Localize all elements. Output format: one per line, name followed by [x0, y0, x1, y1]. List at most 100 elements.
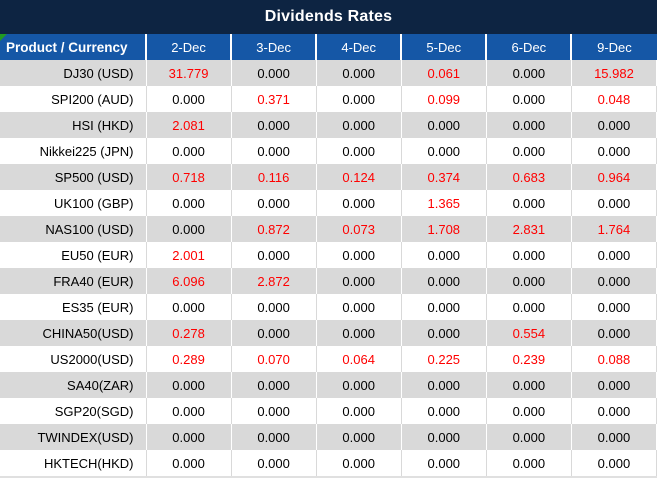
value-cell: 0.000 [401, 268, 487, 294]
value-cell: 0.000 [316, 112, 402, 138]
value-cell: 0.000 [316, 60, 402, 86]
page-title: Dividends Rates [0, 0, 657, 34]
value-cell: 0.000 [316, 372, 402, 398]
value-cell: 0.000 [146, 138, 232, 164]
date-column-header: 6-Dec [486, 34, 573, 60]
table-row: HSI (HKD) 2.081 0.000 0.000 0.000 0.000 0.000 [0, 112, 657, 138]
value-cell: 0.000 [316, 320, 402, 346]
product-cell: Nikkei225 (JPN) [0, 138, 147, 164]
value-cell: 0.000 [316, 294, 402, 320]
value-cell: 0.000 [231, 190, 317, 216]
product-currency-header: Product / Currency [0, 34, 147, 60]
bottom-strip [0, 476, 657, 478]
value-cell: 0.000 [316, 242, 402, 268]
product-cell: DJ30 (USD) [0, 60, 147, 86]
value-cell: 0.000 [571, 372, 657, 398]
table-row: SP500 (USD) 0.718 0.116 0.124 0.374 0.683 0.96… [0, 164, 657, 190]
product-cell: EU50 (EUR) [0, 242, 147, 268]
value-cell: 0.371 [231, 86, 317, 112]
product-cell: TWINDEX(USD) [0, 424, 147, 450]
value-cell: 2.872 [231, 268, 317, 294]
value-cell: 0.064 [316, 346, 402, 372]
value-cell: 0.000 [571, 138, 657, 164]
dividends-table: Product / Currency 2-Dec 3-Dec 4-Dec 5-Dec 6… [0, 34, 657, 476]
value-cell: 0.000 [571, 424, 657, 450]
product-cell: SGP20(SGD) [0, 398, 147, 424]
product-cell: FRA40 (EUR) [0, 268, 147, 294]
value-cell: 0.964 [571, 164, 657, 190]
value-cell: 0.000 [231, 112, 317, 138]
table-row: TWINDEX(USD) 0.000 0.000 0.000 0.000 0.000 0.0… [0, 424, 657, 450]
table-row: CHINA50(USD) 0.278 0.000 0.000 0.000 0.554 0.0… [0, 320, 657, 346]
table-body: DJ30 (USD) 31.779 0.000 0.000 0.061 0.000 15.9… [0, 60, 657, 476]
value-cell: 0.000 [231, 398, 317, 424]
value-cell: 0.000 [231, 242, 317, 268]
value-cell: 0.000 [231, 138, 317, 164]
value-cell: 0.000 [486, 424, 572, 450]
value-cell: 6.096 [146, 268, 232, 294]
value-cell: 0.000 [486, 398, 572, 424]
value-cell: 0.000 [401, 398, 487, 424]
value-cell: 0.073 [316, 216, 402, 242]
value-cell: 0.000 [486, 242, 572, 268]
product-cell: NAS100 (USD) [0, 216, 147, 242]
value-cell: 0.000 [486, 294, 572, 320]
value-cell: 0.000 [316, 190, 402, 216]
value-cell: 0.000 [316, 424, 402, 450]
table-header-row: Product / Currency 2-Dec 3-Dec 4-Dec 5-Dec 6… [0, 34, 657, 60]
value-cell: 0.000 [401, 112, 487, 138]
date-column-header: 2-Dec [146, 34, 233, 60]
value-cell: 31.779 [146, 60, 232, 86]
product-cell: SPI200 (AUD) [0, 86, 147, 112]
value-cell: 0.000 [571, 398, 657, 424]
table-row: NAS100 (USD) 0.000 0.872 0.073 1.708 2.831 1.7… [0, 216, 657, 242]
value-cell: 0.000 [316, 398, 402, 424]
table-row: SGP20(SGD) 0.000 0.000 0.000 0.000 0.000 0.000 [0, 398, 657, 424]
value-cell: 0.000 [401, 242, 487, 268]
value-cell: 0.000 [486, 112, 572, 138]
date-column-header: 3-Dec [231, 34, 318, 60]
value-cell: 0.000 [571, 320, 657, 346]
value-cell: 0.000 [231, 294, 317, 320]
value-cell: 0.048 [571, 86, 657, 112]
value-cell: 0.239 [486, 346, 572, 372]
product-currency-header-label: Product / Currency [6, 39, 128, 55]
value-cell: 0.000 [486, 138, 572, 164]
table-row: Nikkei225 (JPN) 0.000 0.000 0.000 0.000 0.000… [0, 138, 657, 164]
product-cell: UK100 (GBP) [0, 190, 147, 216]
value-cell: 0.000 [571, 450, 657, 476]
product-cell: HKTECH(HKD) [0, 450, 147, 476]
value-cell: 0.000 [146, 216, 232, 242]
value-cell: 0.000 [146, 398, 232, 424]
value-cell: 0.000 [146, 450, 232, 476]
value-cell: 0.000 [401, 372, 487, 398]
value-cell: 0.278 [146, 320, 232, 346]
value-cell: 0.088 [571, 346, 657, 372]
value-cell: 0.000 [316, 86, 402, 112]
value-cell: 1.764 [571, 216, 657, 242]
value-cell: 0.000 [231, 372, 317, 398]
product-cell: US2000(USD) [0, 346, 147, 372]
value-cell: 0.000 [571, 268, 657, 294]
value-cell: 0.374 [401, 164, 487, 190]
value-cell: 1.708 [401, 216, 487, 242]
value-cell: 0.116 [231, 164, 317, 190]
table-row: ES35 (EUR) 0.000 0.000 0.000 0.000 0.000 0.000 [0, 294, 657, 320]
table-row: UK100 (GBP) 0.000 0.000 0.000 1.365 0.000 0.00… [0, 190, 657, 216]
value-cell: 0.000 [316, 450, 402, 476]
value-cell: 2.001 [146, 242, 232, 268]
value-cell: 0.000 [486, 450, 572, 476]
value-cell: 0.070 [231, 346, 317, 372]
value-cell: 0.000 [316, 268, 402, 294]
value-cell: 0.000 [486, 268, 572, 294]
value-cell: 15.982 [571, 60, 657, 86]
product-cell: SP500 (USD) [0, 164, 147, 190]
value-cell: 0.683 [486, 164, 572, 190]
value-cell: 0.000 [571, 112, 657, 138]
table-row: SA40(ZAR) 0.000 0.000 0.000 0.000 0.000 0.000 [0, 372, 657, 398]
table-row: EU50 (EUR) 2.001 0.000 0.000 0.000 0.000 0.000 [0, 242, 657, 268]
date-column-header: 4-Dec [316, 34, 403, 60]
table-row: US2000(USD) 0.289 0.070 0.064 0.225 0.239 0.08… [0, 346, 657, 372]
value-cell: 0.872 [231, 216, 317, 242]
value-cell: 0.289 [146, 346, 232, 372]
